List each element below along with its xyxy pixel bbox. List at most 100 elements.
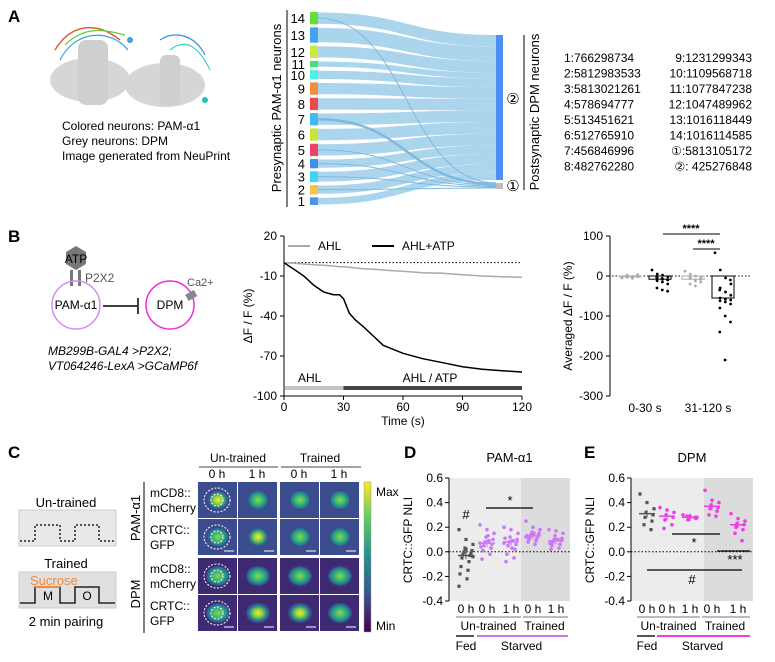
data-point bbox=[642, 523, 646, 527]
data-point bbox=[620, 276, 624, 280]
receptor-icon bbox=[70, 270, 73, 286]
cell-outline bbox=[203, 487, 231, 513]
x-tick-label: 1 h bbox=[682, 602, 699, 616]
neuron-id-entry: 13:1016118449 bbox=[669, 113, 752, 127]
sankey-flow-9-to-2 bbox=[318, 82, 496, 99]
neuron-id-table: 1:766298734 9:1231299343 2:5812983533 10:11… bbox=[564, 51, 752, 174]
svg-text:Colored neurons: PAM-α1: Colored neurons: PAM-α1 bbox=[62, 119, 200, 133]
bar bbox=[618, 275, 642, 278]
sankey-flow-11-to-2 bbox=[318, 61, 496, 79]
data-point bbox=[457, 528, 461, 532]
data-point bbox=[713, 251, 717, 255]
significance-label: * bbox=[507, 493, 512, 508]
sankey-node-10 bbox=[310, 70, 318, 80]
y-tick-label: -100 bbox=[253, 389, 277, 403]
chart-title: PAM-α1 bbox=[486, 450, 532, 465]
sankey-node-label: 6 bbox=[298, 128, 305, 143]
data-point bbox=[699, 277, 703, 281]
sankey-node-label: 2 bbox=[298, 183, 305, 198]
data-point bbox=[681, 513, 685, 517]
sankey-node-14 bbox=[310, 12, 318, 25]
sankey-flow-14-to-1 bbox=[317, 17, 497, 184]
sankey-flow-5-to-1 bbox=[317, 149, 497, 186]
sankey-node-label: 8 bbox=[298, 97, 305, 112]
legend-label: AHL bbox=[318, 239, 342, 253]
sankey-node-label: 5 bbox=[298, 143, 305, 158]
data-point bbox=[524, 519, 528, 523]
svg-text:Trained: Trained bbox=[300, 451, 340, 465]
y-tick-label: 100 bbox=[583, 229, 603, 243]
x-tick-label: 1 h bbox=[503, 602, 520, 616]
x-tick-label: 0 h bbox=[525, 602, 542, 616]
row-label: mCD8:: bbox=[150, 562, 191, 576]
y-tick-label: -40 bbox=[260, 309, 278, 323]
condition-label: Fed bbox=[456, 639, 477, 653]
condition-label: Starved bbox=[682, 639, 723, 653]
data-point bbox=[481, 548, 485, 553]
row-label: CRTC:: bbox=[150, 523, 190, 537]
data-point bbox=[661, 280, 664, 284]
x-tick-label: 0 h bbox=[458, 602, 475, 616]
cell-outline bbox=[203, 600, 231, 626]
data-point bbox=[459, 564, 463, 569]
data-point bbox=[729, 282, 733, 286]
data-point bbox=[489, 546, 493, 550]
data-point bbox=[526, 540, 530, 544]
data-point bbox=[553, 534, 557, 538]
trace-AHL+ATP bbox=[283, 262, 523, 373]
sankey-node-2 bbox=[496, 35, 503, 180]
data-point bbox=[510, 546, 514, 550]
y-tick-label: -100 bbox=[579, 309, 603, 323]
data-point bbox=[457, 584, 461, 588]
y-axis-label: ΔF / F (%) bbox=[241, 289, 255, 344]
category-label: 31-120 s bbox=[685, 401, 732, 415]
stim-label: AHL / ATP bbox=[403, 371, 458, 385]
sankey-flow-12-to-2 bbox=[318, 46, 496, 73]
svg-text:0 h: 0 h bbox=[291, 467, 308, 481]
nucleus-outline bbox=[210, 493, 224, 507]
significance-label: *** bbox=[727, 552, 742, 567]
data-point bbox=[703, 488, 707, 493]
data-point bbox=[625, 275, 629, 278]
neuron-render-image bbox=[50, 26, 211, 107]
x-tick-label: 0 bbox=[281, 400, 288, 414]
data-point bbox=[688, 272, 692, 276]
data-point bbox=[650, 268, 654, 272]
bar bbox=[648, 275, 672, 280]
svg-text:Un-trained: Un-trained bbox=[36, 495, 97, 510]
data-point bbox=[729, 302, 732, 306]
data-point bbox=[470, 548, 474, 553]
colorbar-max: Max bbox=[376, 485, 399, 499]
data-point bbox=[464, 547, 468, 551]
y-tick-label: -0.4 bbox=[604, 594, 625, 608]
data-point bbox=[467, 560, 471, 564]
svg-text:PAM-α1: PAM-α1 bbox=[128, 495, 143, 541]
data-point bbox=[548, 541, 552, 545]
sankey-flow-10-to-2 bbox=[318, 70, 496, 88]
neuron-id-entry: 2:5812983533 bbox=[564, 67, 641, 81]
svg-text:Image generated from NeuPrint: Image generated from NeuPrint bbox=[62, 149, 231, 163]
significance-label: **** bbox=[682, 223, 700, 235]
sankey-flow-7-to-2 bbox=[318, 110, 496, 125]
data-point bbox=[478, 522, 482, 527]
y-tick-label: 0.4 bbox=[608, 496, 625, 510]
data-point bbox=[718, 296, 722, 300]
circuit-diagram: ATP P2X2 PAM-α1 DPM Ca2+ MB299B-GAL4 >P2… bbox=[48, 246, 214, 373]
data-point bbox=[699, 280, 703, 284]
data-point bbox=[661, 273, 664, 277]
sankey-left-label: Presynaptic PAM-α1 neurons bbox=[269, 23, 284, 192]
dpm-neuron-circle bbox=[145, 280, 195, 330]
data-point bbox=[460, 556, 464, 560]
svg-text:DPM: DPM bbox=[128, 580, 143, 609]
x-tick-label: 90 bbox=[456, 400, 470, 414]
data-point bbox=[655, 279, 659, 283]
sankey-node-label: 4 bbox=[298, 157, 305, 172]
y-tick-label: -0.2 bbox=[422, 569, 443, 583]
sankey-node-label: 14 bbox=[291, 11, 305, 26]
untrained-shading bbox=[449, 478, 521, 601]
colorbar-min: Min bbox=[376, 619, 395, 633]
neuron-id-entry: 5:513451621 bbox=[564, 113, 634, 127]
pam-neuron-circle bbox=[51, 280, 101, 330]
neuron-id-entry: 1:766298734 bbox=[564, 51, 634, 65]
